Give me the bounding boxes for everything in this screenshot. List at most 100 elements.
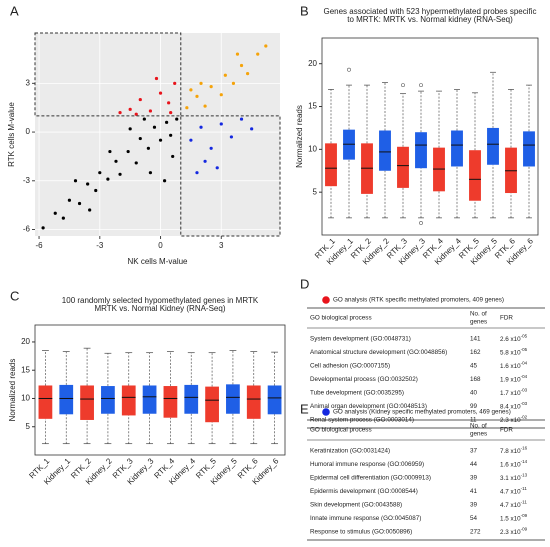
gene-count: 41	[470, 488, 478, 495]
fdr-base: 1.5 x10	[500, 515, 521, 522]
point	[98, 171, 102, 175]
gene-count: 37	[470, 448, 478, 455]
fdr: 4.7 x10-11	[500, 486, 527, 495]
point	[128, 107, 132, 111]
gene-count: 45	[470, 363, 478, 370]
point	[73, 179, 78, 183]
fdr-base: 2.3 x10	[500, 529, 521, 536]
fdr-exponent: -09	[521, 527, 528, 532]
process: Keratinization (GO:0031424)	[310, 448, 390, 455]
box	[59, 384, 74, 415]
fdr: 1.5 x10-09	[500, 513, 528, 522]
fdr-base: 1.7 x10	[500, 390, 521, 397]
process: Epidermal cell differentiation (GO:00099…	[310, 475, 431, 482]
fdr-exponent: -05	[521, 347, 528, 352]
gene-count: 54	[470, 515, 478, 522]
point	[88, 208, 92, 212]
point	[173, 81, 177, 85]
chart-title: MRTK vs. Normal Kidney (RNA-Seq)	[95, 304, 226, 313]
point	[189, 138, 193, 142]
y-axis-label: Normalized reads	[295, 105, 304, 168]
y-tick-label: 3	[26, 78, 31, 87]
x-tick-label: 0	[158, 241, 163, 250]
process: Response to stimulus (GO:0050896)	[310, 529, 412, 536]
point	[239, 117, 244, 121]
process: Animal organ development (GO:0048513)	[310, 403, 427, 410]
box	[523, 131, 535, 167]
fdr-exponent: -14	[521, 459, 528, 464]
point	[189, 88, 193, 92]
gene-count: 39	[470, 475, 478, 482]
fdr-exponent: -04	[521, 374, 528, 379]
point	[148, 171, 153, 175]
fdr-base: 1.6 x10	[500, 363, 521, 370]
chart-title: 100 randomly selected hypomethylated gen…	[62, 296, 259, 305]
y-tick-label: 15	[308, 102, 317, 111]
point	[239, 63, 244, 68]
panel-label: C	[10, 288, 19, 303]
go-table: GO analysis (Kidney specific methylated …	[307, 408, 545, 541]
outlier	[401, 83, 405, 88]
outlier	[419, 221, 423, 225]
fdr: 1.6 x10-04	[500, 361, 528, 370]
box	[80, 385, 94, 420]
y-tick-label: 5	[26, 422, 31, 431]
fdr: 1.9 x10-04	[500, 374, 528, 383]
gene-count: 39	[470, 502, 478, 509]
point	[256, 52, 260, 56]
plot-frame	[34, 324, 286, 456]
point	[108, 149, 112, 154]
y-tick-label: 0	[26, 127, 31, 136]
table-header: FDR	[500, 315, 513, 322]
point	[199, 81, 203, 85]
outlier	[347, 67, 351, 72]
point	[134, 112, 138, 116]
panel-label: E	[300, 401, 309, 416]
fdr-exponent: -11	[521, 500, 528, 505]
gene-count: 44	[470, 461, 478, 468]
point	[86, 182, 90, 186]
chart-title: Genes associated with 523 hypermethylate…	[323, 7, 536, 16]
point	[209, 84, 213, 89]
point	[138, 97, 142, 102]
point	[61, 216, 65, 220]
process: Humoral immune response (GO:006959)	[310, 461, 424, 468]
fdr: 7.8 x10-16	[500, 446, 528, 455]
legend-text: GO analysis (Kidney specific methylated …	[333, 409, 511, 416]
fdr: 4.7 x10-11	[500, 500, 527, 509]
x-tick-label: 3	[219, 241, 224, 250]
box	[415, 132, 427, 169]
point	[106, 177, 110, 181]
point	[118, 110, 122, 115]
point	[162, 179, 167, 183]
point	[229, 135, 234, 139]
box	[184, 384, 199, 414]
point	[169, 133, 173, 137]
point	[67, 198, 72, 202]
box	[205, 386, 219, 423]
x-tick-label: -6	[35, 241, 43, 250]
point	[148, 109, 153, 113]
fdr-exponent: -02	[521, 415, 528, 420]
point	[53, 211, 57, 215]
point	[165, 120, 169, 124]
point	[41, 226, 45, 230]
box	[226, 384, 240, 414]
y-tick-label: 10	[308, 144, 317, 153]
point	[158, 138, 163, 142]
process: Cell adhesion (GO:0007155)	[310, 363, 390, 370]
process: Anatomical structure development (GO:004…	[310, 349, 447, 356]
point	[209, 146, 213, 150]
y-tick-label: 20	[308, 59, 317, 68]
outlier	[419, 83, 423, 88]
point	[114, 159, 118, 163]
y-axis-label: RTK cells M-value	[7, 102, 16, 167]
table-header: GO biological process	[310, 427, 372, 434]
y-tick-label: 5	[313, 187, 318, 196]
point	[215, 166, 219, 170]
y-tick-label: 10	[21, 394, 30, 403]
box	[487, 127, 499, 165]
gene-count: 162	[470, 349, 481, 356]
point	[167, 101, 171, 105]
table-header: GO biological process	[310, 315, 372, 322]
